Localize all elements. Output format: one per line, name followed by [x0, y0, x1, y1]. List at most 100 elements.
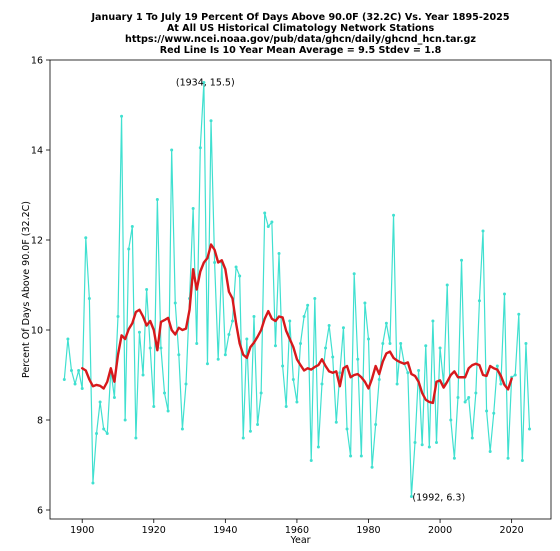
annual-data-point [95, 432, 99, 435]
annual-data-point [177, 353, 181, 357]
x-tick-label: 2000 [428, 525, 452, 536]
annual-data-point [506, 456, 510, 460]
annual-data-point [195, 342, 199, 345]
annual-data-point [112, 396, 116, 399]
annual-data-point [173, 301, 177, 305]
annual-data-point [209, 119, 213, 123]
annual-data-point [141, 373, 145, 377]
annual-data-point [456, 396, 460, 399]
annual-data-point [159, 346, 163, 350]
annual-data-point [62, 378, 66, 381]
annual-data-point [120, 114, 124, 118]
annual-data-point [163, 391, 167, 395]
annual-data-point [488, 450, 492, 453]
annual-data-point [291, 378, 295, 381]
annual-data-point [363, 301, 367, 305]
annual-data-point [127, 247, 131, 251]
annual-data-point [66, 337, 70, 341]
annual-data-point [409, 495, 413, 498]
title-line-3: https://www.ncei.noaa.gov/pub/data/ghcn/… [125, 34, 476, 45]
annual-data-point [395, 382, 399, 386]
title-line-4: Red Line Is 10 Year Mean Average = 9.5 S… [159, 45, 442, 56]
x-tick-label: 1960 [285, 525, 309, 536]
y-axis-label: Percent Of Days Above 90.0F (32.2C) [21, 201, 32, 378]
title-line-2: At All US Historical Climatology Network… [166, 23, 435, 34]
annual-data-point [438, 346, 442, 350]
annual-data-point [245, 337, 249, 341]
x-tick-label: 1980 [356, 525, 380, 536]
y-tick-label: 14 [31, 146, 43, 157]
annual-data-point [170, 148, 174, 152]
title-line-1: January 1 To July 19 Percent Of Days Abo… [91, 12, 510, 23]
annual-data-point [417, 369, 421, 372]
plot-area-frame [49, 59, 552, 520]
annual-data-point [130, 225, 134, 228]
annual-data-point [327, 324, 331, 327]
annual-data-point [399, 342, 403, 345]
annual-data-point [148, 346, 152, 350]
annual-series-line [63, 81, 531, 498]
annual-data-point [309, 459, 313, 462]
annual-data-point [137, 330, 141, 334]
annual-data-point [198, 146, 202, 150]
annual-data-point [445, 283, 449, 287]
annual-data-point [467, 396, 471, 399]
annual-data-point [520, 459, 524, 462]
annual-data-point [87, 297, 91, 300]
annual-data-point [223, 353, 227, 357]
annual-data-point [281, 364, 285, 368]
annual-data-point [460, 258, 464, 262]
annual-data-point [499, 382, 503, 386]
annual-data-point [205, 362, 209, 366]
annual-data-point [116, 315, 120, 318]
x-tick-label: 1920 [142, 525, 166, 536]
annual-data-point [470, 436, 474, 440]
annual-data-point [492, 411, 496, 415]
annual-data-point [341, 326, 345, 330]
annual-data-point [238, 274, 242, 278]
annual-data-point [191, 207, 195, 210]
annual-data-point [392, 213, 396, 217]
annual-data-point [449, 418, 453, 422]
annual-data-point [434, 441, 438, 444]
annual-data-point [477, 299, 481, 303]
annual-data-point [288, 319, 292, 323]
annual-data-point [91, 481, 95, 485]
annual-data-point [73, 382, 77, 386]
x-tick-label: 1940 [213, 525, 237, 536]
annual-data-point [406, 371, 410, 375]
annual-data-point [145, 288, 149, 291]
annual-data-point [374, 423, 378, 426]
annual-data-point [424, 344, 428, 348]
annual-data-point [216, 357, 220, 361]
annual-data-point [98, 400, 102, 404]
annual-data-point [320, 382, 324, 386]
annual-data-point [345, 427, 349, 431]
annual-data-point [227, 333, 231, 336]
annual-data-point [370, 465, 374, 469]
annual-data-point [152, 405, 156, 408]
annual-data-point [313, 297, 317, 300]
annual-data-point [263, 211, 267, 215]
annual-data-point [155, 198, 159, 201]
annual-data-point [295, 400, 299, 404]
annual-data-point [234, 265, 238, 269]
annual-data-point [69, 369, 73, 372]
annual-data-point [202, 81, 206, 84]
annual-data-point [427, 445, 431, 449]
annual-data-point [338, 371, 342, 375]
max-annotation: (1934, 15.5) [176, 78, 235, 89]
annual-data-point [517, 312, 521, 316]
annual-data-point [123, 418, 127, 422]
annual-data-point [502, 292, 506, 296]
annual-data-point [413, 441, 417, 444]
annual-data-point [134, 436, 138, 440]
annual-data-point [102, 427, 106, 431]
annual-data-point [302, 315, 306, 318]
annual-data-point [273, 344, 277, 348]
x-tick-label: 1900 [70, 525, 94, 536]
annual-data-point [213, 261, 217, 264]
annual-data-point [105, 432, 109, 435]
annual-data-point [80, 387, 84, 390]
